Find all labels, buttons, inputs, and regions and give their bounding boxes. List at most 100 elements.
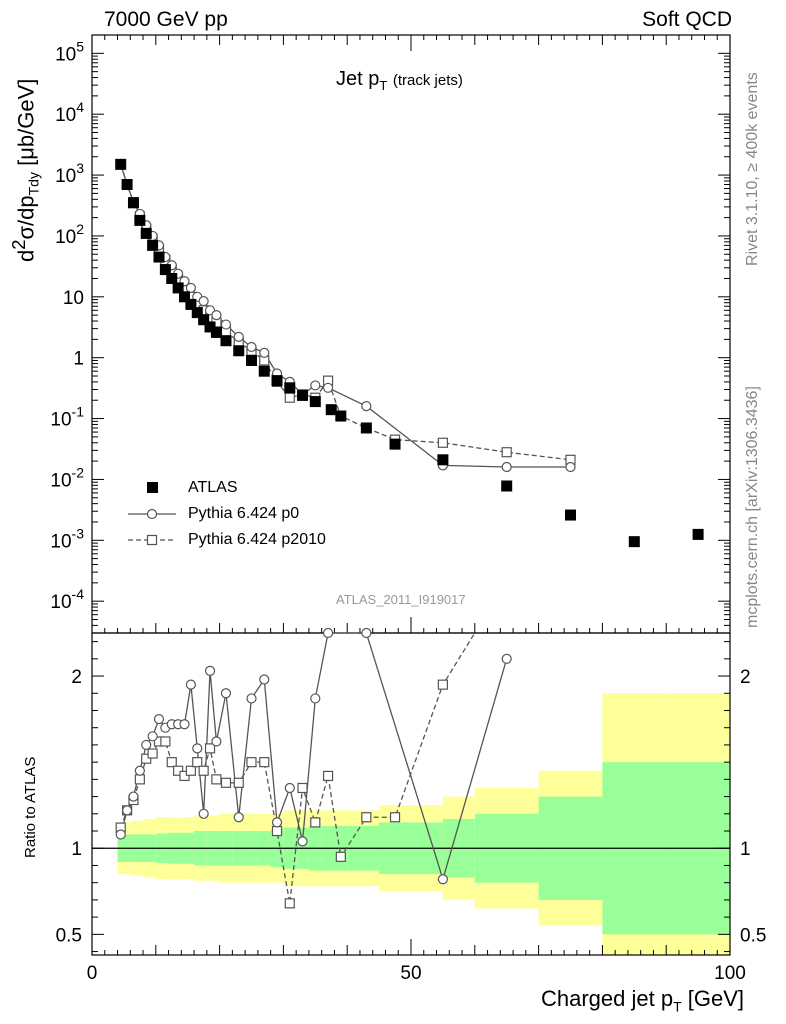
p0-marker [185, 282, 196, 294]
y-tick-base: 10 [50, 592, 71, 613]
atlas-marker [210, 326, 222, 338]
y-label-post: [μb/GeV] [13, 78, 39, 173]
ratio-y-tick-label-left: 1 [71, 839, 82, 860]
plot-title-note: (track jets) [392, 72, 463, 89]
atlas-marker [271, 375, 283, 387]
rivet-label: Rivet 3.1.10, ≥ 400k events [744, 72, 761, 266]
atlas-marker [335, 410, 347, 422]
atlas-marker [437, 454, 449, 466]
p0-marker [310, 380, 321, 391]
ratio-p0-marker [361, 627, 372, 639]
atlas-marker [389, 438, 401, 450]
ratio-p2010-marker [246, 757, 257, 768]
plot-title-main: Jet p [336, 68, 380, 90]
atlas-marker [204, 321, 216, 333]
ratio-axis-label: Ratio to ATLAS [22, 756, 39, 858]
atlas-marker [147, 239, 159, 251]
ratio-y-tick-label-right: 2 [740, 667, 751, 688]
y-tick-label: 10-2 [50, 464, 84, 491]
ratio-p2010-marker [233, 777, 244, 788]
ratio-y-tick-label-right: 0.5 [740, 925, 766, 946]
p0-marker [198, 296, 209, 307]
y-tick-exp: -2 [72, 464, 85, 480]
ratio-p2010-marker [192, 757, 203, 768]
legend-atlas-marker [147, 482, 158, 493]
ratio-p0-marker [220, 688, 232, 699]
p0-line [120, 164, 571, 468]
ratio-p2010-marker [147, 748, 158, 759]
y-tick-label: 10 [63, 288, 84, 309]
ratio-p2010-marker [141, 753, 152, 764]
atlas-marker [121, 178, 133, 190]
ratio-p2010-marker [211, 774, 222, 785]
axis-ticks [91, 34, 731, 955]
atlas-marker [127, 197, 139, 209]
atlas-marker [172, 282, 184, 294]
atlas-marker [220, 335, 232, 347]
y-axis-label: d2σ/dpTdy [μb/GeV] [8, 79, 42, 262]
x-axis-label: Charged jet pT [GeV] [541, 986, 744, 1014]
ratio-p2010-marker [259, 757, 270, 768]
plot-title-sub: T [379, 78, 388, 93]
y-tick-base: 10 [50, 531, 71, 552]
p0-marker [501, 461, 512, 473]
p0-marker [233, 331, 244, 342]
y-label-sub: Tdy [25, 172, 42, 196]
ratio-p2010-marker [271, 825, 283, 837]
atlas-marker [233, 345, 245, 357]
atlas-marker [284, 382, 296, 394]
atlas-marker [360, 422, 372, 434]
y-tick-base: 10 [55, 227, 76, 248]
atlas-marker [297, 389, 309, 401]
plot-title: Jet pT (track jets) [336, 68, 463, 93]
y-tick-base: 10 [50, 470, 71, 491]
ratio-p0-marker [271, 817, 283, 828]
legend-p2010-marker [146, 534, 158, 546]
legend-markers [128, 482, 176, 546]
atlas-marker [628, 536, 640, 548]
y-tick-base: 10 [50, 410, 71, 431]
ratio-p0-marker [233, 812, 244, 823]
y-tick-exp: 5 [76, 38, 84, 54]
ratio-p0-marker [204, 665, 216, 676]
p2010-marker [501, 447, 512, 458]
ratio-series-layer [115, 627, 512, 909]
y-tick-exp: -4 [72, 586, 85, 602]
ratio-p0-marker [284, 782, 295, 794]
atlas-marker [185, 298, 197, 310]
ratio-p0-marker [246, 693, 257, 704]
ratio-p0-marker [259, 674, 270, 685]
y-tick-exp: -3 [72, 525, 85, 541]
y-label-pre: d [13, 249, 39, 262]
ratio-p0-marker [211, 736, 222, 747]
atlas-marker [179, 291, 191, 303]
x-label-post: [GeV] [681, 986, 744, 1011]
ratio-p0-marker [185, 679, 196, 690]
main-series-layer [115, 158, 704, 548]
p0-marker [259, 347, 270, 358]
p0-marker [361, 401, 372, 412]
ratio-p2010-marker [185, 765, 196, 776]
x-tick-label: 50 [400, 963, 421, 984]
ratio-p2010-marker [166, 757, 177, 768]
ratio-p2010-marker [310, 817, 321, 828]
y-label-sup: 2 [8, 239, 29, 250]
ratio-p0-marker [147, 731, 158, 742]
atlas-marker [159, 264, 171, 276]
y-tick-exp: 2 [76, 221, 84, 237]
atlas-marker [140, 227, 152, 239]
ratio-p2010-marker [179, 770, 190, 782]
ratio-p0-line [120, 632, 508, 882]
p0-marker [565, 461, 576, 473]
legend-p0-label: Pythia 6.424 p0 [188, 505, 300, 522]
ratio-p0-marker [437, 874, 448, 885]
y-tick-label: 10-1 [50, 404, 84, 431]
ratio-uncertainty-bands [92, 693, 730, 955]
x-tick-label: 0 [87, 963, 98, 984]
x-label-pre: Charged jet p [540, 986, 674, 1011]
atlas-marker [565, 509, 576, 521]
y-tick-base: 10 [55, 166, 76, 187]
ratio-p2010-marker [220, 777, 232, 788]
ratio-p0-marker [310, 693, 321, 704]
